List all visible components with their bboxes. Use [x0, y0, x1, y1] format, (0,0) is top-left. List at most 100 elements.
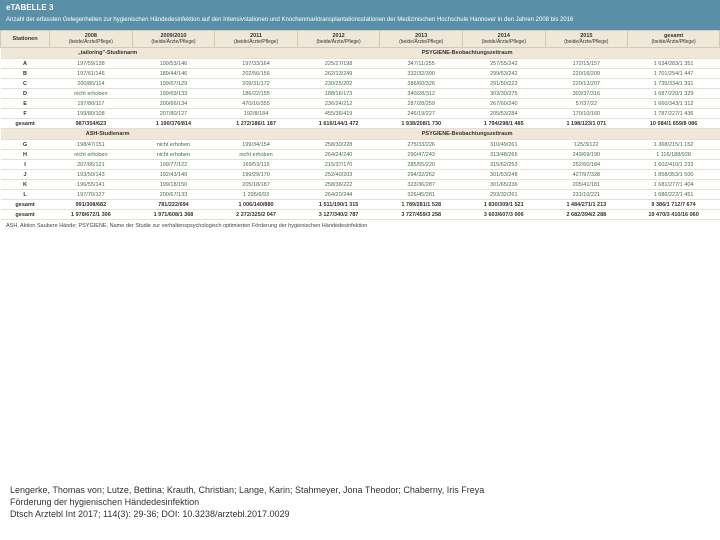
table-row: G198/47/151nicht erhoben199/34/154258/30… — [1, 140, 720, 150]
column-header: 2011(beide/Ärzte/Pflege) — [215, 31, 298, 48]
column-header: Stationen — [1, 31, 50, 48]
table-cell: 192/43/149 — [132, 170, 215, 180]
table-cell: A — [1, 59, 50, 69]
table-cell: 1 634/283/1 351 — [628, 59, 720, 69]
table-cell: 3 603/607/3 006 — [462, 210, 545, 220]
table-cell: 2 272/325/2 047 — [215, 210, 298, 220]
table-cell: 252/40/203 — [297, 170, 380, 180]
table-cell: 303/37/316 — [545, 89, 628, 99]
table-cell: nicht erhoben — [215, 150, 298, 160]
table-cell: 205/18/187 — [215, 180, 298, 190]
table-cell: 299/53/242 — [462, 69, 545, 79]
table-cell: nicht erhoben — [50, 150, 133, 160]
table-cell: 326/45/281 — [380, 190, 463, 200]
table-row: C200/86/114199/67/129209/31/172230/25/20… — [1, 79, 720, 89]
table-cell: 285/55/220 — [380, 160, 463, 170]
table-cell: 3 727/459/3 258 — [380, 210, 463, 220]
table-cell: 200/66/134 — [132, 99, 215, 109]
table-cell: 19 470/3 410/16 060 — [628, 210, 720, 220]
table-cell: 207/86/121 — [50, 160, 133, 170]
table-cell: 455/36/419 — [297, 109, 380, 119]
table-cell: 257/55/242 — [462, 59, 545, 69]
table-cell: 220/13/207 — [545, 79, 628, 89]
table-cell: 209/31/172 — [215, 79, 298, 89]
table-cell: 991/308/682 — [50, 200, 133, 210]
table-cell: 186/22/155 — [215, 89, 298, 99]
table-cell: 1 368/215/1 152 — [628, 140, 720, 150]
table-cell: 1 116/188/928 — [628, 150, 720, 160]
table-cell: 290/47/243 — [380, 150, 463, 160]
table-cell: 291/50/222 — [462, 79, 545, 89]
table-cell: F — [1, 109, 50, 119]
table-cell: 199/67/129 — [132, 79, 215, 89]
table-cell: 781/222/694 — [132, 200, 215, 210]
table-cell: 200/67/133 — [132, 190, 215, 200]
table-cell: 301/65/236 — [462, 180, 545, 190]
table-cell: 332/32/300 — [380, 69, 463, 79]
table-cell: G — [1, 140, 50, 150]
data-table: Stationen2008(beide/Ärzte/Pflege)2009/20… — [0, 30, 720, 220]
table-cell: 258/30/228 — [297, 140, 380, 150]
table-cell: 1 794/298/1 485 — [462, 119, 545, 129]
table-cell: 386/60/326 — [380, 79, 463, 89]
table-cell: 189/44/146 — [132, 69, 215, 79]
table-cell: 1 681/277/1 404 — [628, 180, 720, 190]
table-cell: 470/16/355 — [215, 99, 298, 109]
table-cell: 303/30/275 — [462, 89, 545, 99]
table-cell: 1 190/376/814 — [132, 119, 215, 129]
table-cell: 1 006/140/880 — [215, 200, 298, 210]
table-cell: 310/49/261 — [462, 140, 545, 150]
table-cell: 170/10/160 — [545, 109, 628, 119]
table-row: B197/61/146189/44/146202/56/156262/13/24… — [1, 69, 720, 79]
table-cell: 197/70/127 — [50, 190, 133, 200]
table-cell: gesamt — [1, 119, 50, 129]
table-cell: 1 484/271/1 213 — [545, 200, 628, 210]
table-row: Dnicht erhoben199/69/133186/22/155188/16… — [1, 89, 720, 99]
table-cell: 264/20/244 — [297, 190, 380, 200]
column-header: 2009/2010(beide/Ärzte/Pflege) — [132, 31, 215, 48]
table-cell: 1 938/208/1 730 — [380, 119, 463, 129]
table-cell: 1 602/410/1 233 — [628, 160, 720, 170]
page-root: eTABELLE 3 Anzahl der erfassten Gelegenh… — [0, 0, 720, 540]
table-cell: 1 978/672/1 306 — [50, 210, 133, 220]
table-cell: 199/80/108 — [50, 109, 133, 119]
table-cell: 125/3/122 — [545, 140, 628, 150]
table-row: K196/55/141199/18/150205/18/187258/36/22… — [1, 180, 720, 190]
table-container: eTABELLE 3 Anzahl der erfassten Gelegenh… — [0, 0, 720, 232]
table-cell: 262/13/249 — [297, 69, 380, 79]
citation-block: Lengerke, Thomas von; Lutze, Bettina; Kr… — [10, 484, 710, 520]
column-header: 2014(beide/Ärzte/Pflege) — [462, 31, 545, 48]
table-cell: 427/97/328 — [545, 170, 628, 180]
table-cell: 205/41/181 — [545, 180, 628, 190]
column-header: gesamt(beide/Ärzte/Pflege) — [628, 31, 720, 48]
table-cell: 3 127/340/2 787 — [297, 210, 380, 220]
table-cell: 323/36/287 — [380, 180, 463, 190]
table-cell: 293/32/261 — [462, 190, 545, 200]
table-cell: E — [1, 99, 50, 109]
section-divider: „tailoring"-StudienarmPSYGIENE-Beobachtu… — [1, 48, 720, 59]
citation-authors: Lengerke, Thomas von; Lutze, Bettina; Kr… — [10, 484, 710, 496]
table-cell: B — [1, 69, 50, 79]
table-cell: H — [1, 150, 50, 160]
table-cell: 246/19/227 — [380, 109, 463, 119]
table-cell: 215/37/170 — [297, 160, 380, 170]
table-row: Hnicht erhobennicht erhobennicht erhoben… — [1, 150, 720, 160]
table-title: eTABELLE 3 — [0, 0, 720, 15]
table-cell: 340/28/312 — [380, 89, 463, 99]
table-subtitle: Anzahl der erfassten Gelegenheiten zur h… — [0, 15, 720, 30]
table-cell: nicht erhoben — [132, 150, 215, 160]
table-cell: 197/80/117 — [50, 99, 133, 109]
table-cell: 192/8/184 — [215, 109, 298, 119]
table-cell: 200/86/114 — [50, 79, 133, 89]
table-cell: 207/80/127 — [132, 109, 215, 119]
table-cell: 205/53/284 — [462, 109, 545, 119]
table-cell: 2 682/394/2 288 — [545, 210, 628, 220]
table-cell: 197/59/138 — [50, 59, 133, 69]
table-row: gesamt987/354/6231 190/376/8141 272/186/… — [1, 119, 720, 129]
table-cell: 169/53/115 — [215, 160, 298, 170]
table-cell: 1 787/227/1 436 — [628, 109, 720, 119]
table-cell: 1 616/144/1 472 — [297, 119, 380, 129]
table-cell: 225/27/198 — [297, 59, 380, 69]
table-cell: 231/10/221 — [545, 190, 628, 200]
table-row: J193/50/143192/43/149199/29/170252/40/20… — [1, 170, 720, 180]
